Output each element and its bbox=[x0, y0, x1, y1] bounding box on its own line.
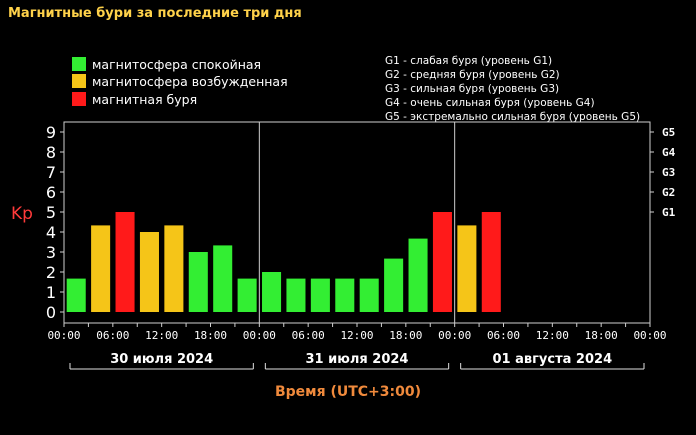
kp-bar bbox=[262, 272, 282, 312]
x-tick-label: 06:00 bbox=[292, 329, 325, 342]
y-tick-label: 6 bbox=[46, 183, 56, 202]
x-tick-label: 18:00 bbox=[389, 329, 422, 342]
storm-scale-g2: G2 - средняя буря (уровень G2) bbox=[385, 69, 560, 81]
storm-scale-g3: G3 - сильная буря (уровень G3) bbox=[385, 83, 560, 95]
kp-bar bbox=[286, 278, 306, 312]
legend-excited-swatch bbox=[72, 74, 86, 88]
y-tick-label: 2 bbox=[46, 263, 56, 282]
y-tick-label: 3 bbox=[46, 243, 56, 262]
x-tick-label: 00:00 bbox=[633, 329, 666, 342]
x-tick-label: 06:00 bbox=[96, 329, 129, 342]
g-level-label: G5 bbox=[662, 126, 675, 139]
y-axis-label: Kp bbox=[11, 204, 33, 224]
y-tick-label: 1 bbox=[46, 283, 56, 302]
x-tick-label: 12:00 bbox=[145, 329, 178, 342]
kp-bar bbox=[66, 278, 86, 312]
storm-scale-g1: G1 - слабая буря (уровень G1) bbox=[385, 55, 553, 67]
x-tick-label: 12:00 bbox=[536, 329, 569, 342]
kp-bar bbox=[164, 225, 184, 312]
kp-bar bbox=[384, 258, 404, 312]
legend-storm: магнитная буря bbox=[72, 90, 197, 108]
kp-bar bbox=[213, 245, 233, 312]
kp-bar bbox=[432, 212, 452, 312]
y-tick-label: 7 bbox=[46, 163, 56, 182]
legend-quiet: магнитосфера спокойная bbox=[72, 55, 261, 73]
x-tick-label: 00:00 bbox=[438, 329, 471, 342]
legend-quiet-label: магнитосфера спокойная bbox=[92, 56, 262, 72]
x-tick-label: 18:00 bbox=[194, 329, 227, 342]
kp-bar bbox=[188, 252, 208, 312]
kp-bar bbox=[115, 212, 135, 312]
kp-bar bbox=[359, 278, 379, 312]
legend-storm-swatch bbox=[72, 92, 86, 106]
x-tick-label: 12:00 bbox=[340, 329, 373, 342]
day-label: 30 июля 2024 bbox=[110, 352, 213, 367]
kp-bar bbox=[237, 278, 257, 312]
legend-storm-label: магнитная буря bbox=[92, 91, 198, 107]
legend-quiet-swatch bbox=[72, 57, 86, 71]
g-level-label: G3 bbox=[662, 166, 675, 179]
g-level-label: G4 bbox=[662, 146, 676, 159]
legend-excited-label: магнитосфера возбужденная bbox=[92, 73, 288, 89]
kp-bar bbox=[91, 225, 111, 312]
y-tick-label: 4 bbox=[46, 223, 56, 242]
kp-bar bbox=[457, 225, 477, 312]
x-tick-label: 00:00 bbox=[243, 329, 276, 342]
x-tick-label: 06:00 bbox=[487, 329, 520, 342]
legend-excited: магнитосфера возбужденная bbox=[72, 72, 288, 90]
kp-bar bbox=[310, 278, 330, 312]
y-tick-label: 5 bbox=[46, 203, 56, 222]
x-axis-title: Время (UTC+3:00) bbox=[274, 384, 422, 400]
g-level-label: G1 bbox=[662, 206, 676, 219]
kp-bar bbox=[335, 278, 355, 312]
kp-bar bbox=[481, 212, 501, 312]
y-tick-label: 9 bbox=[46, 123, 56, 142]
kp-bar bbox=[408, 238, 428, 312]
day-label: 01 августа 2024 bbox=[493, 352, 613, 367]
x-tick-label: 18:00 bbox=[585, 329, 618, 342]
y-tick-label: 0 bbox=[46, 303, 56, 322]
chart-title: Магнитные бури за последние три дня bbox=[8, 6, 302, 21]
g-level-label: G2 bbox=[662, 186, 675, 199]
storm-scale-g5: G5 - экстремально сильная буря (уровень … bbox=[385, 111, 641, 123]
y-tick-label: 8 bbox=[46, 143, 56, 162]
day-label: 31 июля 2024 bbox=[306, 352, 409, 367]
kp-bar bbox=[139, 232, 159, 312]
storm-scale-g4: G4 - очень сильная буря (уровень G4) bbox=[385, 97, 595, 109]
x-tick-label: 00:00 bbox=[47, 329, 80, 342]
storm-scale-legend: G1 - слабая буря (уровень G1) G2 - средн… bbox=[385, 54, 640, 124]
